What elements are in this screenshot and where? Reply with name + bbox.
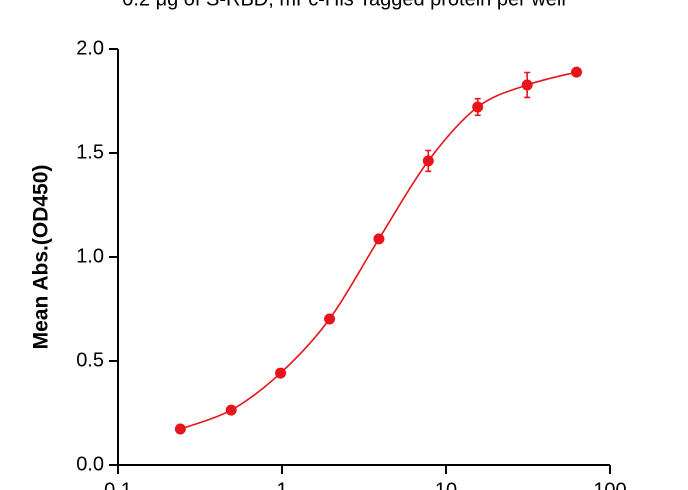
y-axis-label: Mean Abs.(OD450) — [30, 165, 53, 350]
x-tick-label: 100 — [593, 479, 626, 490]
chart-title: 0.2 μg of S-RBD, mFc-His Tagged protein … — [122, 0, 566, 10]
y-tick-label: 1.5 — [76, 141, 104, 163]
data-point — [521, 79, 533, 91]
fit-curve — [180, 71, 577, 430]
x-tick-label: 0.1 — [104, 479, 132, 490]
y-tick-label: 0.0 — [76, 453, 104, 475]
data-point — [422, 155, 434, 167]
x-tick-label: 1 — [276, 479, 287, 490]
data-point — [275, 367, 287, 379]
x-tick-label: 10 — [435, 479, 457, 490]
y-tick-label: 2.0 — [76, 37, 104, 59]
y-tick-label: 0.5 — [76, 349, 104, 371]
y-tick-label: 1.0 — [76, 245, 104, 267]
data-point — [472, 101, 484, 113]
data-point — [225, 404, 237, 416]
data-point — [324, 313, 336, 325]
data-point — [571, 66, 583, 78]
data-point — [174, 423, 186, 435]
data-point — [373, 233, 385, 245]
